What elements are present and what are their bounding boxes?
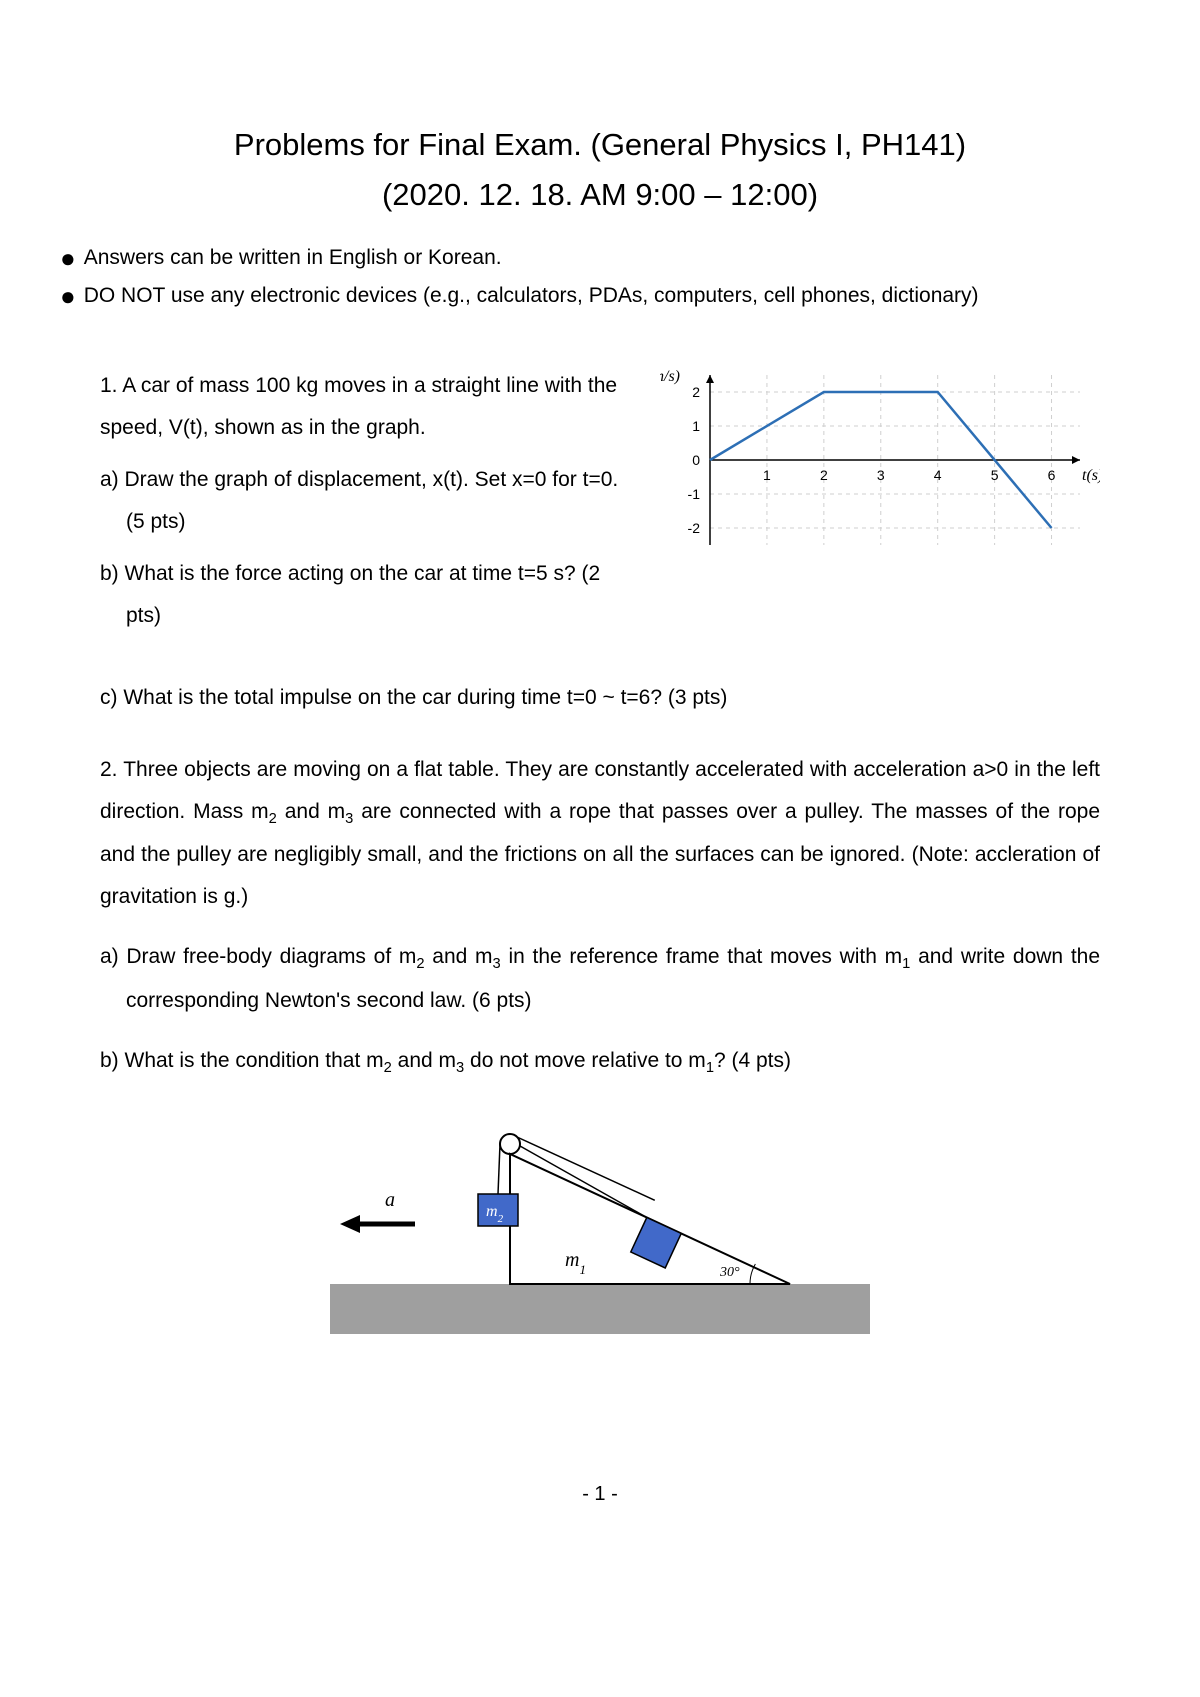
q1-intro: 1. A car of mass 100 kg moves in a strai… (100, 365, 630, 449)
svg-text:0: 0 (692, 452, 700, 468)
title-line-1: Problems for Final Exam. (General Physic… (70, 120, 1130, 170)
q2-b-p0: b) What is the condition that m (100, 1049, 384, 1072)
bullet-1-text: Answers can be written in English or Kor… (84, 239, 502, 277)
sub-2: 2 (384, 1060, 392, 1076)
q2-a-p1: and m (425, 945, 493, 968)
sub-2: 2 (416, 957, 424, 973)
svg-text:5: 5 (991, 467, 999, 483)
page-number: - 1 - (100, 1474, 1100, 1514)
svg-text:2: 2 (820, 467, 828, 483)
question-1: 1. A car of mass 100 kg moves in a strai… (100, 365, 1100, 637)
q2-b-p3: ? (4 pts) (714, 1049, 791, 1072)
incline-diagram: am2m3m130° (100, 1114, 1100, 1354)
q1-text: 1. A car of mass 100 kg moves in a strai… (100, 365, 630, 637)
q2-a-p2: in the reference frame that moves with m (501, 945, 902, 968)
title-block: Problems for Final Exam. (General Physic… (70, 120, 1130, 219)
q2-b-p2: do not move relative to m (464, 1049, 706, 1072)
q2-a-p0: a) Draw free-body diagrams of m (100, 945, 416, 968)
svg-text:m3: m3 (656, 1200, 674, 1222)
svg-text:1: 1 (692, 418, 700, 434)
velocity-chart: -2 -1 0 1 2 1 2 3 4 5 6 V(m/s) t(s) (660, 365, 1100, 580)
q1-c: c) What is the total impulse on the car … (100, 677, 1100, 719)
q1-a: a) Draw the graph of displacement, x(t).… (100, 459, 630, 543)
exam-page: Problems for Final Exam. (General Physic… (0, 0, 1200, 1697)
q2-intro-p1: and m (277, 800, 345, 823)
content-area: 1. A car of mass 100 kg moves in a strai… (70, 365, 1130, 1514)
svg-text:2: 2 (692, 384, 700, 400)
sub-3: 3 (456, 1060, 464, 1076)
svg-text:a: a (385, 1189, 395, 1211)
bullet-icon: ● (60, 245, 76, 271)
instruction-bullets: ● Answers can be written in English or K… (60, 239, 1130, 315)
velocity-chart-svg: -2 -1 0 1 2 1 2 3 4 5 6 V(m/s) t(s) (660, 365, 1100, 565)
svg-text:-1: -1 (688, 486, 701, 502)
q2-a: a) Draw free-body diagrams of m2 and m3 … (100, 936, 1100, 1022)
bullet-2-text: DO NOT use any electronic devices (e.g.,… (84, 277, 979, 315)
q2-b: b) What is the condition that m2 and m3 … (100, 1040, 1100, 1084)
svg-text:1: 1 (763, 467, 771, 483)
q1-b: b) What is the force acting on the car a… (100, 553, 630, 637)
sub-2: 2 (269, 811, 277, 827)
q2-intro: 2. Three objects are moving on a flat ta… (100, 749, 1100, 919)
q2-b-p1: and m (392, 1049, 456, 1072)
incline-diagram-svg: am2m3m130° (290, 1114, 910, 1354)
svg-text:t(s): t(s) (1082, 467, 1100, 484)
svg-text:4: 4 (934, 467, 942, 483)
bullet-1: ● Answers can be written in English or K… (60, 239, 1130, 277)
svg-text:30°: 30° (719, 1265, 740, 1280)
svg-text:6: 6 (1048, 467, 1056, 483)
svg-text:-2: -2 (688, 520, 701, 536)
bullet-icon: ● (60, 283, 76, 309)
sub-3: 3 (493, 957, 501, 973)
svg-text:m1: m1 (565, 1249, 586, 1277)
title-line-2: (2020. 12. 18. AM 9:00 – 12:00) (70, 170, 1130, 220)
bullet-2: ● DO NOT use any electronic devices (e.g… (60, 277, 1130, 315)
svg-text:3: 3 (877, 467, 885, 483)
sub-1: 1 (706, 1060, 714, 1076)
svg-text:V(m/s): V(m/s) (660, 368, 680, 385)
